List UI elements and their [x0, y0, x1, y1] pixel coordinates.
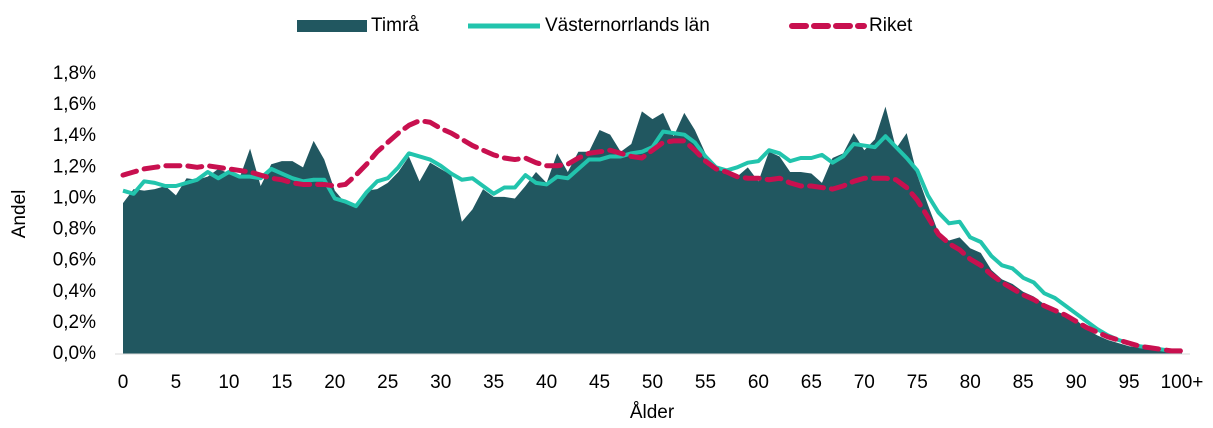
- y-axis-label: Andel: [9, 190, 30, 239]
- x-axis-label: Ålder: [630, 402, 675, 423]
- x-tick-label: 40: [536, 372, 557, 393]
- x-tick-label: 15: [271, 372, 292, 393]
- x-tick-label: 35: [483, 372, 504, 393]
- x-tick-label: 20: [324, 372, 345, 393]
- x-tick-label: 85: [1013, 372, 1034, 393]
- legend-label: Riket: [869, 15, 913, 36]
- x-tick-label: 70: [854, 372, 875, 393]
- y-tick-label: 0,4%: [53, 281, 96, 302]
- x-tick-label: 60: [748, 372, 769, 393]
- x-tick-label: 0: [118, 372, 129, 393]
- legend-label: Timrå: [371, 15, 419, 36]
- y-tick-label: 0,2%: [53, 312, 96, 333]
- x-tick-label: 45: [589, 372, 610, 393]
- y-tick-label: 1,8%: [53, 63, 96, 84]
- y-tick-label: 0,0%: [53, 343, 96, 364]
- x-tick-label: 50: [642, 372, 663, 393]
- x-tick-label: 5: [171, 372, 182, 393]
- y-tick-label: 1,6%: [53, 94, 96, 115]
- y-tick-label: 1,4%: [53, 125, 96, 146]
- line: [122, 129, 1182, 353]
- legend-label: Västernorrlands län: [545, 15, 710, 36]
- legend-swatch: [297, 20, 367, 32]
- y-tick-label: 1,0%: [53, 187, 96, 208]
- x-tick-label: 80: [960, 372, 981, 393]
- line: [120, 118, 1185, 354]
- x-tick-label: 100+: [1161, 372, 1204, 393]
- area: [123, 106, 1182, 355]
- x-tick-label: 65: [801, 372, 822, 393]
- x-tick-label: 10: [218, 372, 239, 393]
- x-tick-label: 25: [377, 372, 398, 393]
- y-tick-label: 0,8%: [53, 219, 96, 240]
- x-tick-label: 55: [695, 372, 716, 393]
- y-tick-label: 0,6%: [53, 250, 96, 271]
- x-tick-label: 30: [430, 372, 451, 393]
- y-tick-label: 1,2%: [53, 156, 96, 177]
- x-tick-label: 95: [1118, 372, 1139, 393]
- x-tick-label: 90: [1066, 372, 1087, 393]
- x-tick-label: 75: [907, 372, 928, 393]
